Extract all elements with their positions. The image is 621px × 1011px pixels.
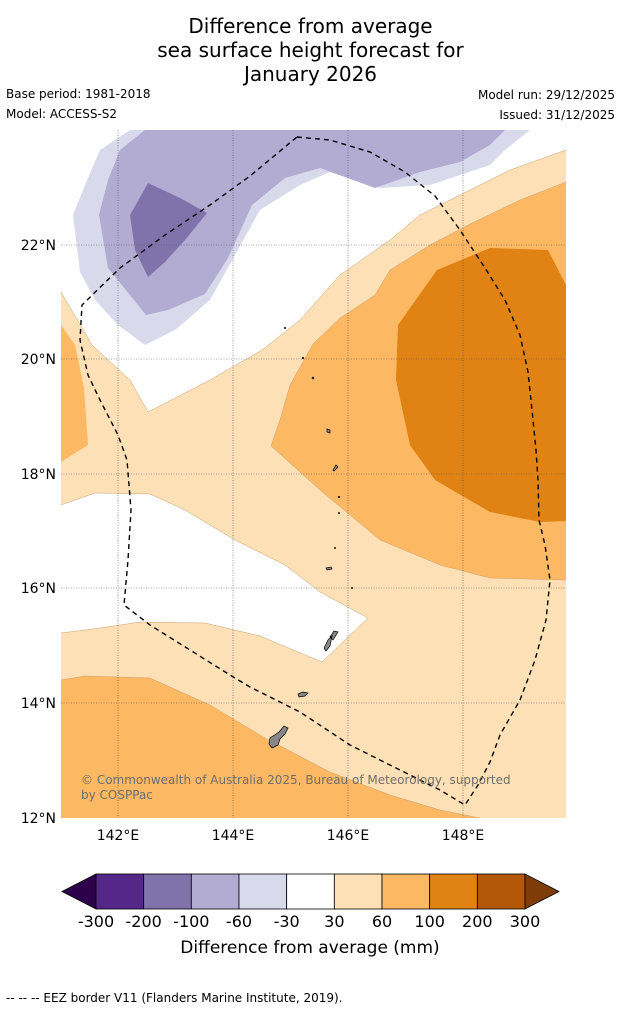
colorbar-segment-7 — [429, 873, 478, 910]
title-line-2: sea surface height forecast for — [157, 38, 464, 62]
colorbar-tick-label-3: -60 — [226, 912, 252, 931]
lon-label-142: 142°E — [97, 828, 140, 844]
chart-title: Difference from average sea surface heig… — [0, 14, 621, 86]
colorbar-segment-3 — [238, 873, 288, 910]
island-guam — [268, 725, 289, 749]
eez-border — [79, 136, 551, 806]
island-islet-1 — [311, 376, 315, 380]
colorbar-tick-label-7: 100 — [414, 912, 445, 931]
colorbar-tick-label-6: 60 — [372, 912, 392, 931]
contour-fills: © Commonwealth of Australia 2025, Bureau… — [61, 130, 566, 818]
lat-label-14: 14°N — [21, 696, 56, 712]
colorbar-tick-label-4: -30 — [274, 912, 300, 931]
colorbar-segment-6 — [381, 873, 431, 910]
contour-minus100-minus200 — [130, 183, 207, 277]
colorbar-segment-0 — [95, 873, 145, 910]
colorbar-tick-label-9: 300 — [510, 912, 541, 931]
lat-label-12: 12°N — [21, 811, 56, 827]
island-islet-6 — [334, 547, 336, 549]
contour-30-60-southeast — [480, 800, 525, 818]
island-islet-3 — [283, 326, 287, 330]
copyright-line-2: by COSPPac — [81, 788, 153, 802]
title-line-3: January 2026 — [243, 62, 378, 86]
contour-100-200-core — [396, 248, 566, 522]
lat-label-20: 20°N — [21, 352, 56, 368]
eez-legend-text: -- -- -- EEZ border V11 (Flanders Marine… — [6, 991, 343, 1005]
lat-label-22: 22°N — [21, 238, 56, 254]
lat-label-18: 18°N — [21, 467, 56, 483]
island-islet-2 — [301, 356, 305, 360]
island-anatahan — [325, 566, 333, 571]
lat-labels: 22°N 20°N 18°N 16°N 14°N 12°N — [21, 238, 56, 827]
island-pagan — [332, 464, 339, 472]
lon-label-148: 148°E — [442, 828, 485, 844]
island-agrihan — [326, 428, 331, 434]
colorbar-extend-low — [61, 873, 97, 910]
colorbar-tick-label-1: -200 — [126, 912, 162, 931]
colorbar-extend-high — [524, 873, 560, 910]
colorbar-title: Difference from average (mm) — [180, 938, 439, 958]
gridlines — [61, 130, 566, 818]
colorbar-segment-8 — [476, 873, 526, 910]
lon-label-146: 146°E — [327, 828, 370, 844]
contour-60-100-west — [61, 325, 88, 462]
base-period-text: Base period: 1981-2018 — [6, 87, 151, 101]
lon-label-144: 144°E — [212, 828, 255, 844]
colorbar: -300 -200 -100 -60 -30 30 60 100 200 300 — [61, 873, 560, 931]
lon-labels: 142°E 144°E 146°E 148°E — [97, 828, 485, 844]
island-islet-4 — [337, 495, 341, 499]
contour-minus60-minus100 — [99, 130, 505, 315]
contour-60-100-south — [61, 676, 480, 818]
colorbar-segment-4 — [286, 873, 335, 910]
colorbar-tick-label-8: 200 — [462, 912, 493, 931]
colorbar-segment-1 — [143, 873, 192, 910]
island-rota — [297, 691, 309, 698]
contour-neutral-middle — [61, 493, 368, 662]
lat-label-16: 16°N — [21, 581, 56, 597]
title-line-1: Difference from average — [188, 14, 433, 38]
island-islet-7 — [351, 587, 353, 589]
contour-lines — [61, 149, 566, 818]
colorbar-tick-label-2: -100 — [173, 912, 209, 931]
colorbar-segment-5 — [333, 873, 383, 910]
colorbar-tick-label-5: 30 — [324, 912, 344, 931]
model-run-text: Model run: 29/12/2025 — [477, 88, 615, 102]
copyright-line-1: © Commonwealth of Australia 2025, Bureau… — [81, 773, 511, 787]
island-tinian-saipan — [323, 630, 339, 652]
island-islet-5 — [338, 512, 340, 514]
colorbar-segment-2 — [190, 873, 240, 910]
colorbar-tick-label-0: -300 — [78, 912, 114, 931]
issued-text: Issued: 31/12/2025 — [499, 108, 615, 122]
model-text: Model: ACCESS-S2 — [6, 107, 118, 121]
islands — [268, 326, 353, 749]
